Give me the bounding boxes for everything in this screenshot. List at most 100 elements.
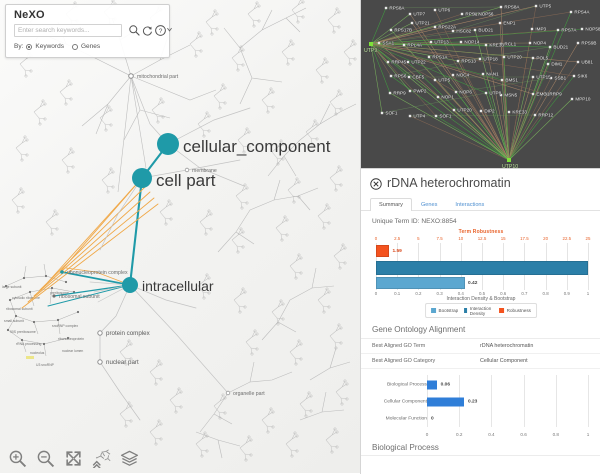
search-by-row: By: Keywords Genes xyxy=(14,43,100,50)
gene-node[interactable] xyxy=(433,8,437,12)
gene-node[interactable] xyxy=(548,45,552,49)
gene-node[interactable] xyxy=(388,91,392,95)
gene-node[interactable] xyxy=(572,74,576,78)
term-detail-panel[interactable]: rDNA heterochromatin Summary Genes Inter… xyxy=(360,168,600,474)
gene-node[interactable] xyxy=(434,114,438,118)
go-bar-value: 0 xyxy=(431,416,434,422)
gene-node[interactable] xyxy=(484,43,488,47)
tab-summary[interactable]: Summary xyxy=(370,198,412,211)
gene-node[interactable] xyxy=(433,25,437,29)
gene-node[interactable] xyxy=(576,60,580,64)
gene-node[interactable] xyxy=(408,114,412,118)
tab-genes[interactable]: Genes xyxy=(420,202,438,208)
layers-icon[interactable] xyxy=(120,449,139,468)
go-term-value: rDNA heterochromatin xyxy=(480,343,534,349)
gene-node[interactable] xyxy=(408,89,412,93)
gene-node[interactable] xyxy=(429,40,433,44)
gene-node[interactable] xyxy=(534,4,538,8)
gene-node[interactable] xyxy=(481,72,485,76)
gene-interaction-network-panel[interactable]: RPS8A UTP7 UTP6 RPS17B NOP56 RPS8A UTP5 RPS4A RP… xyxy=(360,0,600,168)
go-x-tick: 0.2 xyxy=(455,432,463,437)
chevron-down-icon[interactable] xyxy=(166,26,173,35)
gene-node[interactable] xyxy=(436,95,440,99)
gene-node[interactable] xyxy=(369,42,373,46)
gene-node[interactable] xyxy=(479,109,483,113)
gene-node[interactable] xyxy=(502,55,506,59)
collapse-network-icon[interactable] xyxy=(92,448,111,468)
gene-node[interactable] xyxy=(402,43,406,47)
gene-node[interactable] xyxy=(499,5,503,9)
gene-node[interactable] xyxy=(507,158,511,162)
gene-node[interactable] xyxy=(499,93,503,97)
search-panel[interactable]: NeXO ? By: Keywords Genes xyxy=(5,4,173,58)
gene-node[interactable] xyxy=(570,97,574,101)
zoom-in-icon[interactable] xyxy=(8,449,27,468)
gene-node[interactable] xyxy=(386,60,390,64)
gene-node[interactable] xyxy=(580,27,584,31)
gene-node[interactable] xyxy=(500,78,504,82)
gene-node[interactable] xyxy=(389,28,393,32)
go-bar-value: 0.23 xyxy=(468,399,478,405)
gene-node[interactable] xyxy=(498,21,502,25)
gene-label: UTP13 xyxy=(434,40,449,45)
close-icon[interactable] xyxy=(370,177,382,190)
gene-label: SSB1 xyxy=(554,76,566,81)
gene-node[interactable] xyxy=(407,75,411,79)
chart-bottom-tick: 0.6 xyxy=(500,291,507,296)
gene-node[interactable] xyxy=(533,113,537,117)
fit-to-screen-icon[interactable] xyxy=(64,449,83,468)
gene-node[interactable] xyxy=(380,111,384,115)
gene-node[interactable] xyxy=(499,42,503,46)
gene-label: EMG1 xyxy=(536,92,549,97)
gene-node[interactable] xyxy=(406,60,410,64)
gene-node[interactable] xyxy=(452,108,456,112)
gene-node[interactable] xyxy=(478,57,482,61)
refresh-icon[interactable] xyxy=(141,24,154,37)
gene-node[interactable] xyxy=(384,6,388,10)
gene-node[interactable] xyxy=(456,59,460,63)
svg-text:large subunit: large subunit xyxy=(2,285,21,289)
gene-node[interactable] xyxy=(556,28,560,32)
gene-node[interactable] xyxy=(459,40,463,44)
gene-label: RPL4A xyxy=(407,43,422,48)
gene-node[interactable] xyxy=(549,76,553,80)
ontology-tree-panel[interactable]: cytosolic ribosome ribosomal subunit sma… xyxy=(0,0,360,473)
tab-interactions[interactable]: Interactions xyxy=(455,202,485,208)
gene-node[interactable] xyxy=(484,91,488,95)
gene-node[interactable] xyxy=(410,21,414,25)
search-icon[interactable] xyxy=(128,24,141,37)
gene-node[interactable] xyxy=(473,28,477,32)
chart-bar-value: 1.59 xyxy=(392,248,402,254)
help-icon[interactable]: ? xyxy=(154,24,167,37)
gene-node[interactable] xyxy=(531,92,535,96)
gene-node[interactable] xyxy=(427,55,431,59)
gene-node[interactable] xyxy=(377,41,381,45)
zoom-out-icon[interactable] xyxy=(36,449,55,468)
gene-node[interactable] xyxy=(531,56,535,60)
ontology-tree-canvas[interactable]: cytosolic ribosome ribosomal subunit sma… xyxy=(0,0,360,473)
gene-node[interactable] xyxy=(460,12,464,16)
go-x-tick: 1 xyxy=(586,432,590,437)
gene-node[interactable] xyxy=(569,10,573,14)
svg-text:ribonucleoprotein complex: ribonucleoprotein complex xyxy=(67,270,128,276)
gene-node[interactable] xyxy=(451,73,455,77)
gene-node[interactable] xyxy=(530,27,534,31)
gene-node[interactable] xyxy=(451,29,455,33)
radio-keywords[interactable] xyxy=(26,43,33,50)
gene-node[interactable] xyxy=(433,78,437,82)
gene-label: UTP22 xyxy=(411,60,426,65)
gene-node[interactable] xyxy=(507,110,511,114)
radio-genes[interactable] xyxy=(71,43,78,50)
gene-node[interactable] xyxy=(546,62,550,66)
gene-node[interactable] xyxy=(408,12,412,16)
svg-text:ribosomal subunit: ribosomal subunit xyxy=(6,307,33,311)
search-input[interactable] xyxy=(14,24,122,37)
gene-node[interactable] xyxy=(544,92,548,96)
gene-node[interactable] xyxy=(454,90,458,94)
gene-node[interactable] xyxy=(531,75,535,79)
gene-node[interactable] xyxy=(389,74,393,78)
gene-node[interactable] xyxy=(528,41,532,45)
gene-node[interactable] xyxy=(473,12,477,16)
gene-node[interactable] xyxy=(576,41,580,45)
